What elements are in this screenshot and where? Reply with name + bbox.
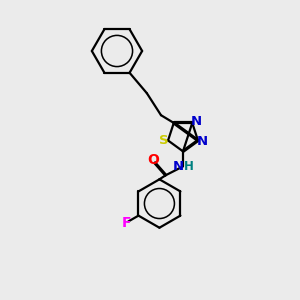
Text: S: S	[160, 134, 169, 147]
Text: H: H	[184, 160, 194, 173]
Text: O: O	[148, 152, 159, 167]
Text: N: N	[196, 135, 208, 148]
Text: N: N	[191, 115, 202, 128]
Text: N: N	[172, 160, 184, 173]
Text: F: F	[122, 216, 131, 230]
